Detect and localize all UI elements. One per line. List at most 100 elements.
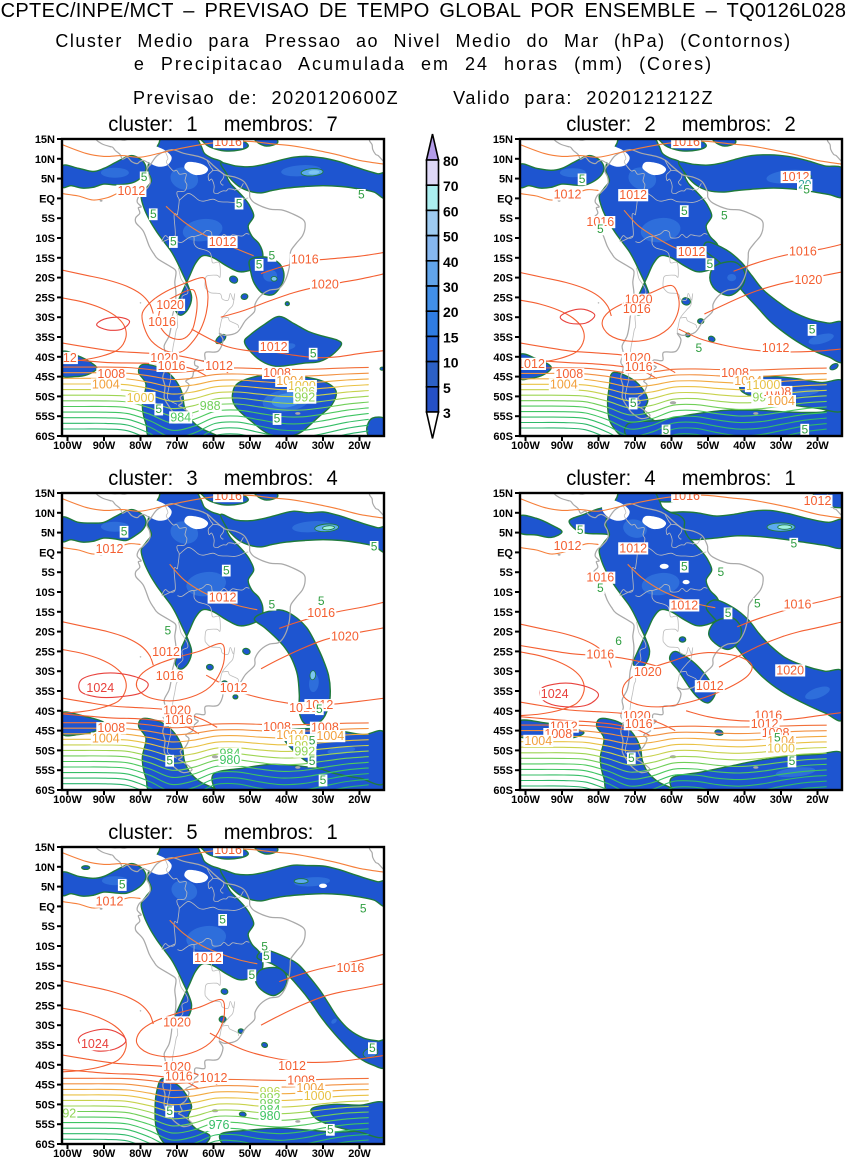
svg-text:40W: 40W: [275, 440, 298, 452]
svg-text:5: 5: [166, 1104, 173, 1118]
svg-text:5: 5: [219, 913, 226, 927]
svg-text:5: 5: [121, 525, 128, 539]
svg-text:15S: 15S: [493, 607, 513, 619]
svg-text:1012: 1012: [517, 357, 545, 371]
svg-text:60: 60: [443, 203, 459, 219]
svg-text:1016: 1016: [214, 489, 242, 503]
svg-text:1016: 1016: [214, 135, 242, 149]
svg-text:1008: 1008: [97, 367, 125, 381]
svg-text:5: 5: [316, 702, 323, 716]
svg-text:70W: 70W: [166, 440, 189, 452]
svg-text:10S: 10S: [493, 587, 513, 599]
svg-text:5S: 5S: [500, 567, 513, 579]
svg-text:5: 5: [681, 204, 688, 218]
svg-text:5: 5: [318, 594, 325, 608]
svg-text:50S: 50S: [35, 745, 55, 757]
svg-text:5: 5: [809, 323, 816, 337]
svg-text:40S: 40S: [493, 706, 513, 718]
svg-text:45S: 45S: [35, 726, 55, 738]
svg-text:1020: 1020: [163, 1015, 191, 1029]
svg-text:1020: 1020: [156, 298, 184, 312]
svg-text:50W: 50W: [239, 794, 262, 806]
svg-text:5: 5: [663, 423, 670, 437]
svg-text:5: 5: [630, 396, 637, 410]
svg-text:15N: 15N: [35, 488, 55, 500]
svg-text:20W: 20W: [348, 440, 371, 452]
svg-text:012: 012: [56, 351, 77, 365]
svg-text:5: 5: [369, 1041, 376, 1055]
svg-text:20S: 20S: [35, 981, 55, 993]
svg-text:25S: 25S: [493, 292, 513, 304]
svg-text:1008: 1008: [97, 721, 125, 735]
svg-text:30: 30: [443, 279, 459, 295]
svg-text:100W: 100W: [53, 794, 82, 806]
svg-text:30S: 30S: [35, 1020, 55, 1032]
svg-text:90W: 90W: [93, 1148, 116, 1157]
svg-text:30W: 30W: [770, 440, 793, 452]
svg-text:10N: 10N: [493, 508, 513, 520]
svg-text:5: 5: [801, 422, 808, 436]
svg-text:1012: 1012: [209, 590, 237, 604]
svg-text:5: 5: [141, 170, 148, 184]
svg-text:40S: 40S: [35, 1060, 55, 1072]
svg-text:5N: 5N: [41, 174, 55, 186]
svg-text:70W: 70W: [624, 794, 647, 806]
svg-text:5S: 5S: [42, 567, 55, 579]
svg-text:15S: 15S: [35, 253, 55, 265]
svg-text:5: 5: [597, 222, 604, 236]
svg-text:1016: 1016: [336, 961, 364, 975]
svg-text:1020: 1020: [776, 663, 804, 677]
svg-text:40S: 40S: [35, 352, 55, 364]
svg-text:1004: 1004: [92, 377, 120, 391]
svg-text:45S: 45S: [35, 1080, 55, 1092]
svg-text:45S: 45S: [493, 372, 513, 384]
svg-text:1012: 1012: [260, 340, 288, 354]
svg-text:EQ: EQ: [39, 547, 55, 559]
svg-text:5N: 5N: [499, 174, 513, 186]
svg-text:1012: 1012: [696, 679, 724, 693]
svg-text:992: 992: [294, 391, 315, 405]
svg-text:35S: 35S: [493, 332, 513, 344]
svg-text:1016: 1016: [158, 359, 186, 373]
svg-text:1012: 1012: [209, 235, 237, 249]
svg-text:1020: 1020: [794, 273, 822, 287]
svg-text:5: 5: [256, 258, 263, 272]
svg-text:5: 5: [155, 402, 162, 416]
svg-text:50S: 50S: [35, 1099, 55, 1111]
svg-text:50S: 50S: [493, 745, 513, 757]
svg-text:5: 5: [577, 523, 584, 537]
svg-text:35S: 35S: [35, 332, 55, 344]
svg-text:5: 5: [681, 559, 688, 573]
svg-text:1016: 1016: [165, 1070, 193, 1084]
svg-text:70: 70: [443, 178, 459, 194]
svg-text:40W: 40W: [275, 794, 298, 806]
svg-text:35S: 35S: [493, 686, 513, 698]
svg-text:5S: 5S: [42, 921, 55, 933]
svg-text:40S: 40S: [493, 352, 513, 364]
svg-text:5: 5: [721, 209, 728, 223]
svg-text:5: 5: [790, 536, 797, 550]
svg-text:10S: 10S: [493, 233, 513, 245]
svg-text:30W: 30W: [770, 794, 793, 806]
svg-text:90W: 90W: [93, 440, 116, 452]
svg-text:5: 5: [696, 341, 703, 355]
svg-text:1012: 1012: [554, 539, 582, 553]
svg-text:1016: 1016: [625, 717, 653, 731]
svg-text:1012: 1012: [762, 341, 790, 355]
svg-text:3: 3: [443, 405, 451, 421]
svg-text:1012: 1012: [804, 494, 832, 508]
svg-text:5: 5: [628, 751, 635, 765]
svg-text:5N: 5N: [499, 528, 513, 540]
svg-text:20W: 20W: [348, 794, 371, 806]
svg-text:60S: 60S: [493, 785, 513, 797]
svg-text:5N: 5N: [41, 528, 55, 540]
svg-text:70W: 70W: [624, 440, 647, 452]
svg-text:1016: 1016: [672, 489, 700, 503]
svg-text:5: 5: [309, 754, 316, 768]
svg-text:5: 5: [166, 753, 173, 767]
svg-text:1008: 1008: [555, 367, 583, 381]
svg-text:5S: 5S: [42, 213, 55, 225]
svg-text:60W: 60W: [660, 440, 683, 452]
svg-text:5: 5: [269, 597, 276, 611]
svg-text:1012: 1012: [117, 184, 145, 198]
